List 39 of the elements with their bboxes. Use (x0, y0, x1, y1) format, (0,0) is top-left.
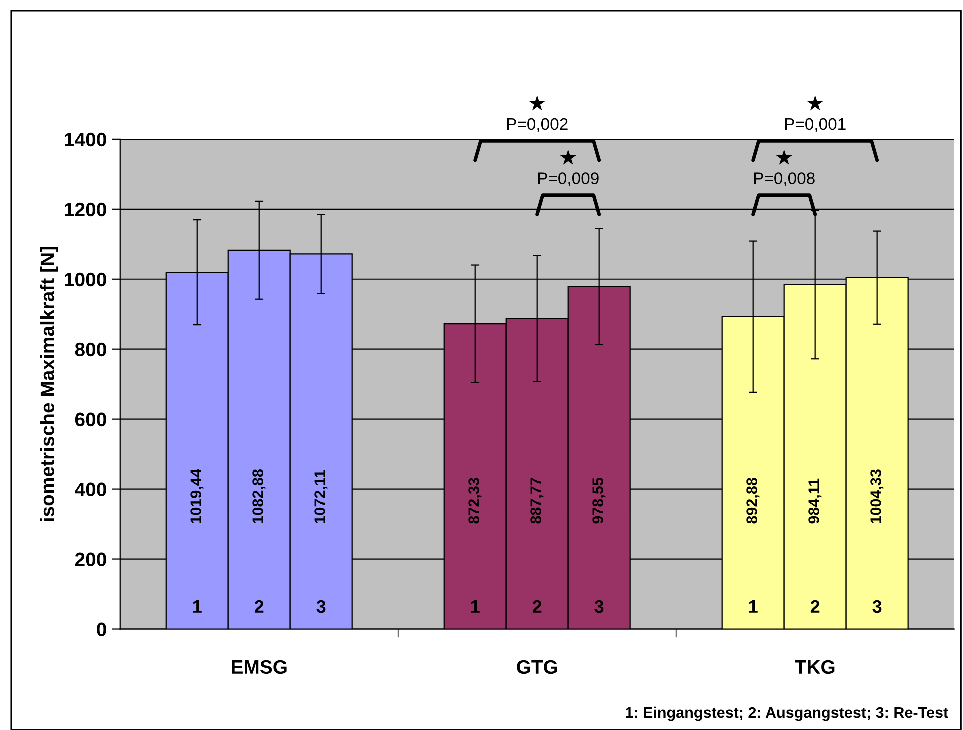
x-tick-label: EMSG (232, 660, 287, 674)
text: P=0,002 (507, 118, 568, 132)
data-label: 872,33 (468, 478, 482, 524)
text: 2 (532, 600, 542, 613)
annotation: ★ (560, 150, 576, 165)
data-label: 1004,33 (870, 470, 884, 524)
series-label: 3 (316, 600, 326, 614)
text: 3 (594, 600, 604, 614)
y-tick-label: 0 (97, 622, 106, 636)
annotation: P=0,008 (754, 172, 815, 186)
text: 1 (749, 600, 758, 613)
data-label: 1072,11 (314, 470, 328, 524)
text: 1 (471, 600, 480, 613)
data-label: 984,11 (808, 478, 822, 524)
data-label: 1019,44 (190, 469, 204, 524)
y-axis-title: isometrische Maximalkraft [N] (40, 247, 58, 522)
data-label: 978,55 (592, 478, 606, 524)
data-label: 892,88 (746, 478, 760, 524)
annotation: P=0,009 (538, 172, 599, 186)
y-tick-label: 1200 (65, 202, 106, 217)
series-label: 1 (193, 600, 202, 613)
text: P=0,001 (785, 118, 846, 132)
y-tick-label: 1400 (65, 132, 106, 147)
text: 1: Eingangstest; 2: Ausgangstest; 3: Re-Test (626, 706, 948, 722)
text: 3 (872, 600, 882, 614)
series-label: 2 (254, 600, 264, 613)
x-tick-label: TKG (795, 660, 835, 674)
text: 2 (810, 600, 820, 613)
y-tick-label: 800 (75, 342, 106, 357)
text: ★ (529, 96, 546, 111)
text: ★ (807, 96, 824, 111)
y-tick-label: 1000 (65, 272, 106, 287)
x-tick-label: GTG (517, 660, 558, 674)
data-label: 887,77 (530, 478, 544, 524)
annotation: ★ (776, 150, 792, 165)
y-tick-label: 200 (75, 552, 106, 567)
y-tick-label: 600 (75, 412, 106, 427)
data-label: 1082,88 (252, 470, 266, 524)
y-tick-label: 400 (75, 482, 106, 497)
